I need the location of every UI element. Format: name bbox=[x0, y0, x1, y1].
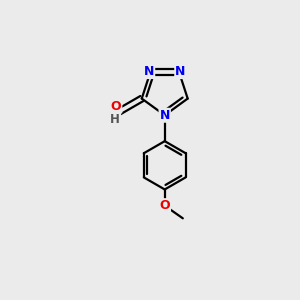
Text: N: N bbox=[160, 109, 170, 122]
Text: H: H bbox=[110, 112, 120, 125]
Text: O: O bbox=[111, 100, 122, 112]
Text: N: N bbox=[175, 65, 186, 78]
Text: N: N bbox=[144, 65, 154, 78]
Text: O: O bbox=[159, 199, 170, 212]
